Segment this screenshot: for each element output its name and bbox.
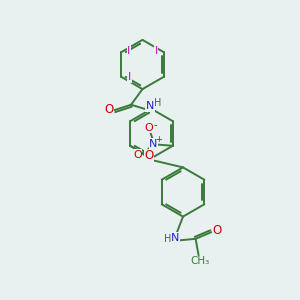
Text: H: H	[154, 98, 161, 109]
Text: O: O	[145, 149, 154, 162]
Text: -: -	[153, 120, 157, 130]
Text: O: O	[133, 150, 142, 160]
Text: I: I	[155, 46, 158, 56]
Text: N: N	[171, 232, 180, 243]
Text: I: I	[128, 72, 131, 82]
Text: I: I	[127, 46, 130, 56]
Text: N: N	[146, 101, 154, 111]
Text: CH₃: CH₃	[190, 256, 210, 266]
Text: H: H	[164, 234, 171, 244]
Text: O: O	[213, 224, 222, 237]
Text: N: N	[149, 139, 158, 149]
Text: O: O	[104, 103, 113, 116]
Text: O: O	[145, 122, 154, 133]
Text: +: +	[155, 135, 161, 144]
